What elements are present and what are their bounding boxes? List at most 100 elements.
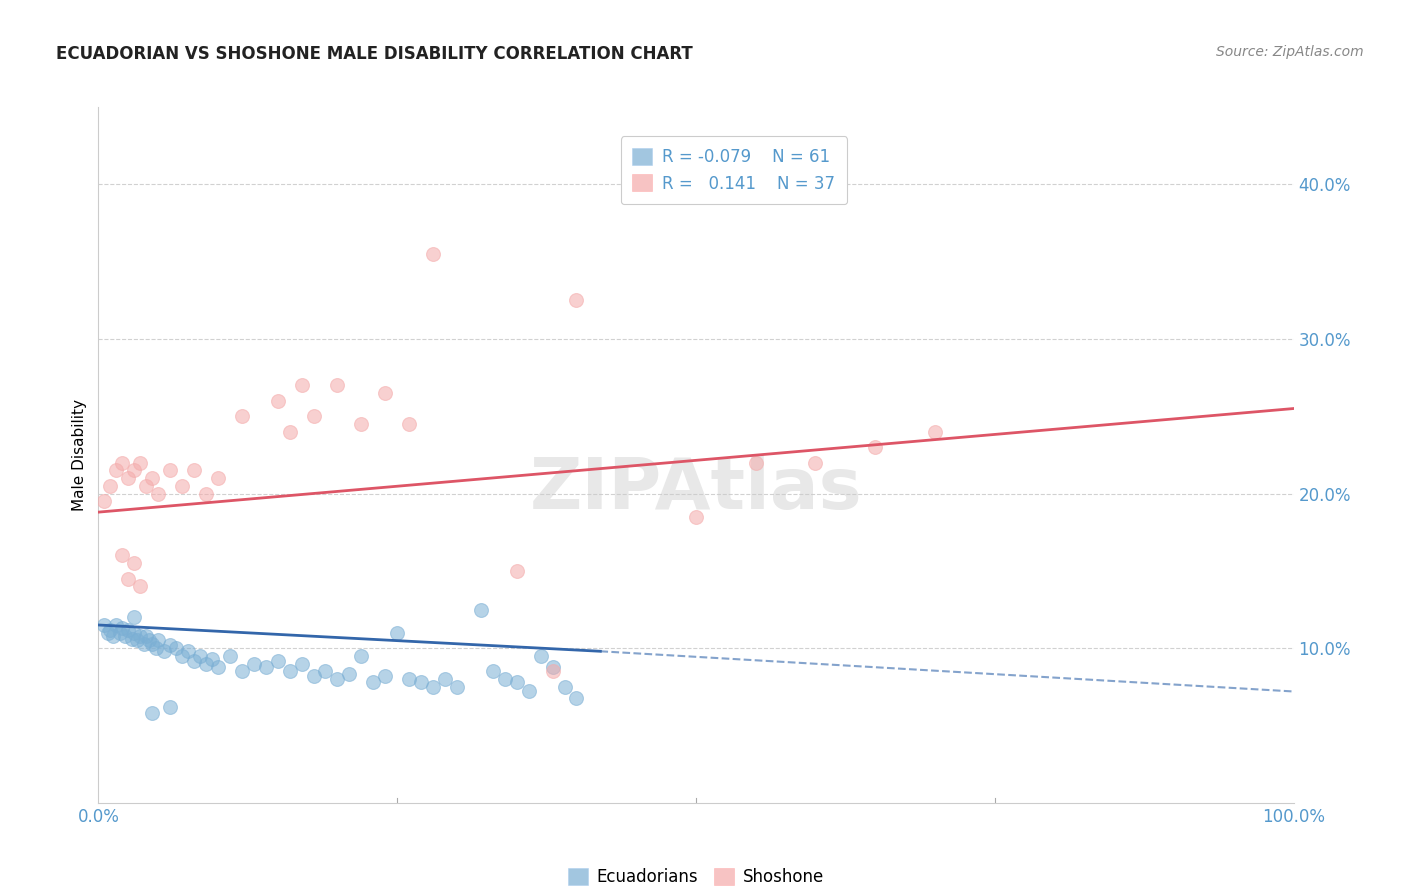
Point xyxy=(138,633,160,648)
Point xyxy=(93,494,115,508)
Point xyxy=(207,659,229,673)
Point xyxy=(93,618,115,632)
Point xyxy=(278,425,301,439)
Point xyxy=(135,629,157,643)
Point xyxy=(422,680,444,694)
Point xyxy=(141,471,163,485)
Point xyxy=(541,665,564,679)
Point xyxy=(446,680,468,694)
Point xyxy=(302,669,325,683)
Point xyxy=(159,700,181,714)
Point xyxy=(195,657,218,671)
Point xyxy=(363,675,385,690)
Point xyxy=(517,684,540,698)
Text: ZIPAtlas: ZIPAtlas xyxy=(530,455,862,524)
Point xyxy=(124,463,146,477)
Point xyxy=(350,648,373,663)
Point xyxy=(374,386,396,401)
Point xyxy=(188,648,211,663)
Point xyxy=(924,425,946,439)
Point xyxy=(101,629,124,643)
Point xyxy=(374,669,396,683)
Point xyxy=(195,486,218,500)
Point xyxy=(398,417,420,431)
Point xyxy=(565,293,588,308)
Point xyxy=(207,471,229,485)
Point xyxy=(243,657,266,671)
Point xyxy=(124,556,146,570)
Point xyxy=(153,644,176,658)
Point xyxy=(98,479,122,493)
Point xyxy=(135,479,157,493)
Point xyxy=(148,486,170,500)
Point xyxy=(411,675,433,690)
Point xyxy=(291,378,314,392)
Point xyxy=(117,623,139,637)
Point xyxy=(231,665,253,679)
Point xyxy=(481,665,505,679)
Point xyxy=(267,393,290,408)
Point xyxy=(183,654,205,668)
Point xyxy=(172,479,194,493)
Point xyxy=(145,641,167,656)
Point xyxy=(254,659,277,673)
Point xyxy=(685,509,707,524)
Point xyxy=(159,638,181,652)
Point xyxy=(350,417,373,431)
Point xyxy=(124,610,146,624)
Point xyxy=(165,641,187,656)
Point xyxy=(111,456,134,470)
Point xyxy=(865,440,887,454)
Point xyxy=(183,463,205,477)
Y-axis label: Male Disability: Male Disability xyxy=(72,399,87,511)
Point xyxy=(141,636,163,650)
Legend: Ecuadorians, Shoshone: Ecuadorians, Shoshone xyxy=(560,860,832,892)
Point xyxy=(506,564,529,578)
Point xyxy=(530,648,553,663)
Text: Source: ZipAtlas.com: Source: ZipAtlas.com xyxy=(1216,45,1364,59)
Point xyxy=(554,680,576,694)
Point xyxy=(470,602,492,616)
Point xyxy=(129,579,152,593)
Point xyxy=(129,629,152,643)
Point xyxy=(121,632,143,646)
Point xyxy=(267,654,290,668)
Point xyxy=(111,549,134,563)
Point xyxy=(97,625,120,640)
Point xyxy=(494,672,516,686)
Point xyxy=(117,572,139,586)
Point xyxy=(117,471,139,485)
Point xyxy=(231,409,253,424)
Point xyxy=(326,672,349,686)
Point xyxy=(105,463,128,477)
Point xyxy=(326,378,349,392)
Point xyxy=(124,625,146,640)
Point xyxy=(385,625,409,640)
Point xyxy=(291,657,314,671)
Point xyxy=(219,648,242,663)
Point xyxy=(105,618,128,632)
Point xyxy=(315,665,337,679)
Point xyxy=(201,652,224,666)
Point xyxy=(339,667,361,681)
Point xyxy=(159,463,181,477)
Point xyxy=(98,623,122,637)
Point xyxy=(434,672,457,686)
Point xyxy=(114,629,136,643)
Point xyxy=(422,247,444,261)
Point xyxy=(506,675,529,690)
Point xyxy=(541,659,564,673)
Text: ECUADORIAN VS SHOSHONE MALE DISABILITY CORRELATION CHART: ECUADORIAN VS SHOSHONE MALE DISABILITY C… xyxy=(56,45,693,62)
Point xyxy=(148,633,170,648)
Point xyxy=(804,456,827,470)
Point xyxy=(108,625,131,640)
Point xyxy=(141,706,163,720)
Point xyxy=(132,636,155,650)
Point xyxy=(745,456,768,470)
Point xyxy=(278,665,301,679)
Point xyxy=(111,621,134,635)
Point xyxy=(172,648,194,663)
Point xyxy=(565,690,588,705)
Point xyxy=(129,456,152,470)
Point xyxy=(398,672,420,686)
